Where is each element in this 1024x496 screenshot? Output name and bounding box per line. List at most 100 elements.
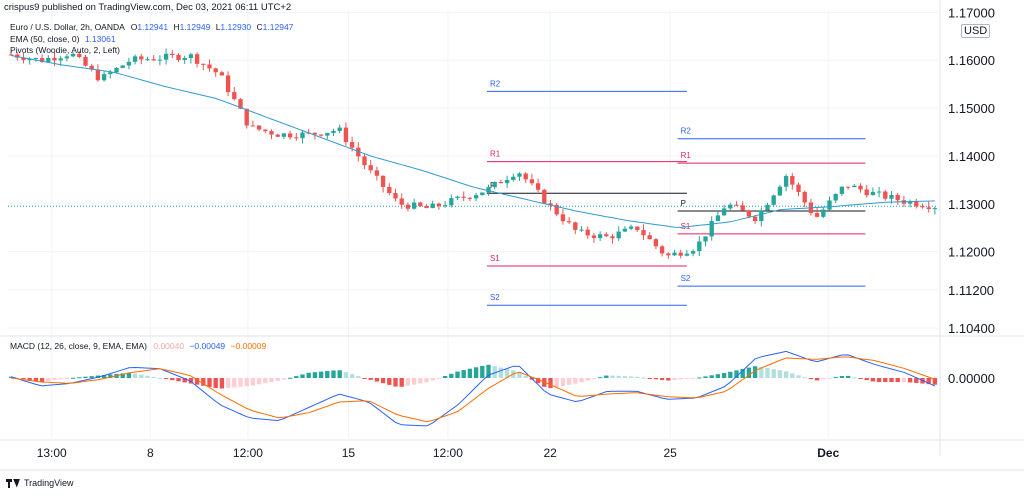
candle-body [635, 226, 640, 231]
macd-hist-bar [58, 378, 63, 380]
macd-line-value: −0.00049 [189, 341, 226, 351]
macd-line [10, 350, 936, 427]
candle-body [827, 200, 832, 210]
macd-hist-bar [486, 364, 491, 378]
macd-hist-bar [579, 378, 584, 383]
macd-hist-bar [870, 378, 876, 382]
tradingview-logo-icon [6, 478, 20, 488]
candle-body [579, 229, 584, 231]
macd-hist-bar [182, 378, 187, 383]
candle-body [498, 181, 504, 184]
macd-hist-bar [635, 376, 640, 378]
candle-body [399, 198, 404, 205]
macd-hist-bar [883, 378, 888, 382]
candle-body [219, 72, 225, 76]
candle-body [275, 134, 280, 137]
macd-hist-bar [641, 377, 646, 379]
grid [8, 10, 938, 438]
macd-y-tick-label: 0.00000 [948, 371, 995, 386]
macd-hist-bar [455, 371, 460, 378]
macd-hist-bar [492, 366, 497, 378]
candle-body [870, 191, 876, 196]
candle-body [542, 189, 547, 204]
macd-hist-bar [287, 377, 293, 379]
y-tick-label: 1.12000 [948, 245, 995, 260]
macd-hist-bar [523, 375, 528, 378]
macd-hist-bar [325, 371, 330, 378]
macd-hist-bar [765, 368, 770, 378]
macd-hist-bar [721, 373, 727, 378]
candle-body [325, 132, 330, 136]
macd-hist-bar [746, 367, 752, 378]
ema-label: EMA (50, close, 0) [10, 33, 80, 44]
currency-selector[interactable]: USD [961, 24, 991, 38]
macd-hist-bar [132, 373, 138, 378]
candle-body [814, 213, 820, 217]
macd-hist-bar [697, 377, 702, 379]
candle-body [796, 184, 801, 192]
candle-body [331, 130, 336, 133]
candle-body [926, 207, 931, 209]
macd-hist-bar [504, 368, 510, 378]
candle-body [114, 67, 119, 73]
candle-body [318, 134, 324, 136]
candle-body [356, 147, 361, 157]
x-tick-label: Dec [817, 446, 839, 460]
candle-body [734, 204, 739, 206]
macd-hist-bar [864, 378, 869, 381]
macd-hist-bar [604, 375, 609, 378]
ohlc-low: 1.12930 [220, 22, 252, 32]
macd-hist-bar [858, 378, 863, 379]
macd-hist-bar [232, 378, 237, 388]
candle-body [591, 235, 597, 239]
macd-hist-bar [709, 375, 714, 378]
macd-hist-bar [405, 378, 411, 386]
candle-body [697, 241, 702, 252]
candle-body [263, 129, 268, 132]
candle-body [238, 99, 243, 109]
candle-body [225, 75, 231, 93]
macd-hist-bar [163, 378, 169, 380]
macd-hist-bar [306, 372, 311, 378]
macd-hist-bar [535, 378, 541, 384]
candle-body [883, 191, 888, 199]
macd-hist-bar [8, 376, 14, 378]
candle-body [752, 216, 758, 222]
candle-body [839, 186, 845, 194]
axes: 1.17000 1.16000 1.15000 1.14000 1.13000 1.120… [0, 0, 1024, 471]
ohlc-open-label: O [130, 22, 138, 32]
macd-hist-bar [771, 369, 776, 378]
macd-hist-bar [380, 378, 386, 384]
macd-hist-bar [616, 375, 621, 378]
ohlc-high-label: H [173, 22, 180, 32]
candle-body [374, 170, 380, 176]
macd-hist-bar [591, 378, 597, 379]
macd-hist-bar [814, 378, 820, 381]
macd-hist-bar [77, 377, 82, 379]
macd-hist-bar [89, 376, 94, 378]
ohlc-high: 1.12949 [179, 22, 211, 32]
macd-hist-bar [225, 378, 231, 388]
candle-body [120, 65, 125, 68]
macd-hist-bar [566, 378, 572, 385]
candle-body [64, 56, 70, 59]
macd-hist-bar [219, 378, 225, 389]
macd-hist-value: 0.00040 [153, 341, 185, 351]
candle-body [790, 176, 795, 185]
candle-body [163, 53, 169, 60]
macd-hist-bar [46, 378, 51, 382]
candle-body [480, 192, 485, 196]
macd-hist-bar [238, 378, 243, 387]
candle-body [188, 54, 194, 59]
macd-hist-bar [610, 375, 615, 378]
x-tick-label: 25 [663, 446, 677, 460]
candle-body [77, 53, 82, 57]
candle-body [411, 202, 417, 209]
macd-signal-value: −0.00009 [230, 341, 267, 351]
macd-hist-bar [449, 373, 454, 378]
candle-body [393, 193, 398, 199]
macd-hist-bar [480, 365, 485, 378]
macd-hist-bar [498, 367, 504, 378]
candle-body [852, 185, 857, 188]
